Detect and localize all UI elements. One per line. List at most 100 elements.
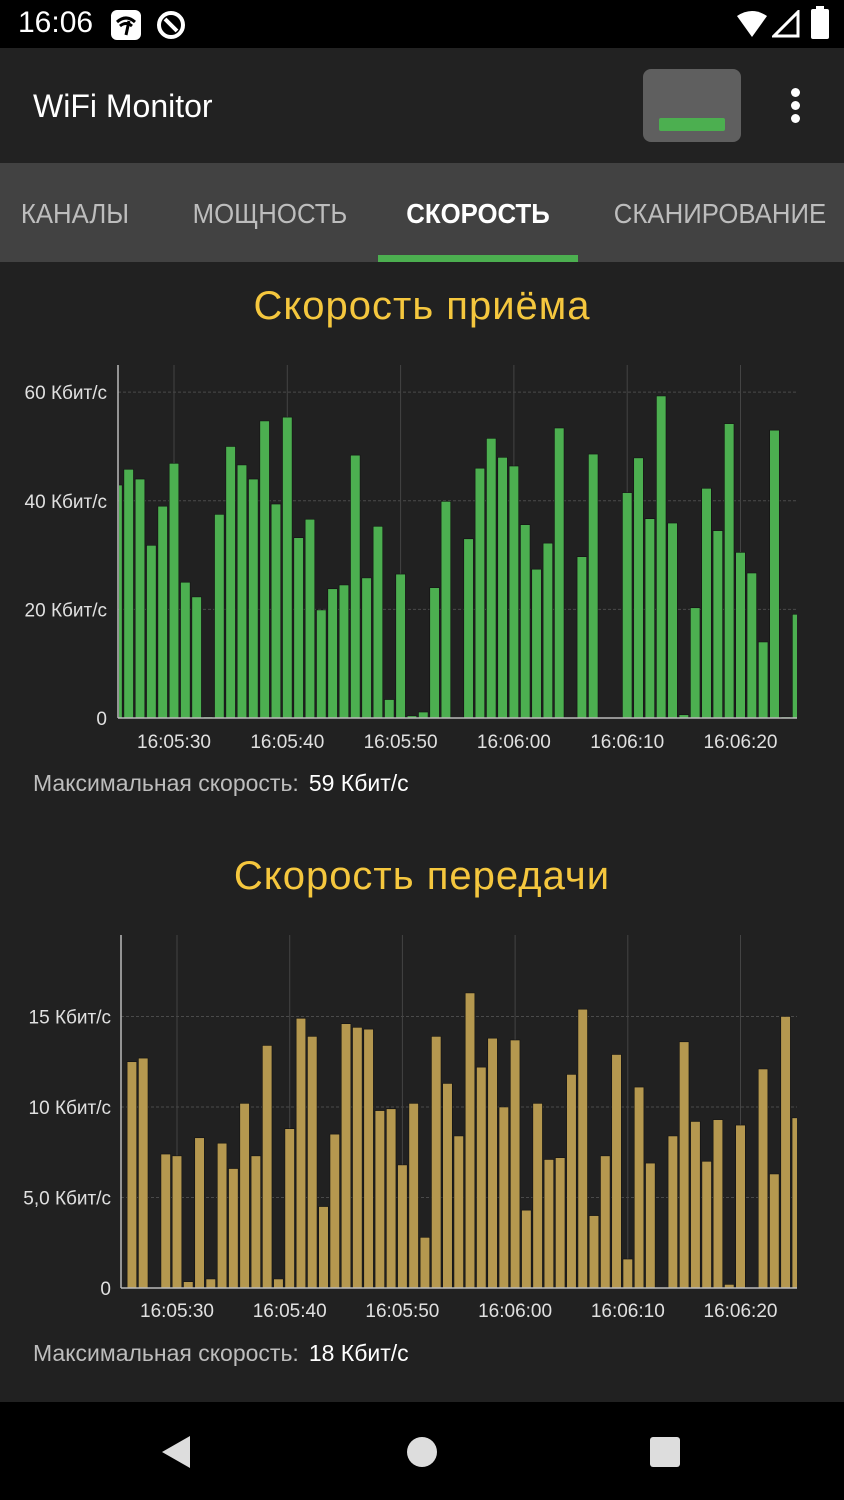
receive-bar: [576, 556, 587, 718]
active-tab-indicator: [378, 255, 578, 262]
receive-bar: [191, 596, 202, 718]
receive-bar: [350, 454, 361, 718]
monitor-toggle-button[interactable]: [643, 69, 741, 142]
transmit-bar: [724, 1284, 735, 1288]
transmit-bar: [431, 1036, 442, 1288]
back-icon[interactable]: [160, 1434, 192, 1470]
x-tick-label: 16:06:10: [591, 1301, 665, 1322]
transmit-bar: [183, 1281, 194, 1288]
receive-bar: [180, 581, 191, 718]
x-tick-label: 16:06:00: [478, 1301, 552, 1322]
transmit-chart-title: Скорость передачи: [233, 854, 611, 898]
transmit-bar: [363, 1028, 374, 1288]
transmit-bar: [408, 1103, 419, 1288]
transmit-bar: [352, 1027, 363, 1288]
wifi-signal-icon: [737, 11, 767, 37]
transmit-bar: [419, 1237, 431, 1288]
transmit-bar: [126, 1061, 138, 1288]
transmit-bar: [622, 1258, 633, 1288]
wifi-monitor-app-icon: [111, 10, 141, 40]
receive-bar: [282, 416, 293, 718]
transmit-max-speed: Максимальная скорость: 18 Кбит/с: [33, 1340, 409, 1367]
receive-bar: [520, 524, 531, 718]
receive-bar: [712, 530, 723, 718]
receive-bar: [622, 492, 633, 718]
transmit-bar: [667, 1135, 678, 1288]
home-icon[interactable]: [405, 1435, 439, 1469]
receive-bar: [123, 468, 134, 718]
transmit-bar: [262, 1045, 273, 1288]
transmit-bar: [397, 1164, 408, 1288]
receive-bar: [361, 577, 372, 718]
receive-bar: [758, 641, 769, 718]
receive-bar: [554, 427, 565, 718]
receive-bars: [119, 395, 797, 718]
receive-bar: [746, 572, 757, 718]
transmit-bar: [532, 1103, 543, 1288]
receive-bar: [588, 453, 599, 718]
battery-icon: [811, 6, 829, 39]
tab-bar: КАНАЛЫ МОЩНОСТЬ СКОРОСТЬ СКАНИРОВАНИЕ: [0, 163, 844, 262]
transmit-bar: [566, 1074, 577, 1288]
receive-bar: [338, 584, 350, 718]
receive-bar: [384, 699, 395, 718]
transmit-bar: [701, 1160, 712, 1288]
receive-bar: [656, 395, 667, 718]
transmit-bar: [757, 1068, 769, 1288]
recents-icon[interactable]: [649, 1436, 681, 1468]
transmit-bar: [307, 1036, 318, 1288]
transmit-bar: [194, 1137, 205, 1288]
x-tick-label: 16:06:00: [477, 732, 551, 753]
tab-scanning[interactable]: СКАНИРОВАНИЕ: [613, 198, 827, 229]
transmit-max-value: 18 Кбит/с: [308, 1340, 409, 1366]
y-tick-label: 10 Кбит/с: [29, 1098, 111, 1119]
receive-bar: [157, 505, 168, 718]
tab-power[interactable]: МОЩНОСТЬ: [192, 198, 348, 229]
overflow-menu-icon[interactable]: [780, 88, 810, 128]
transmit-bar: [216, 1142, 228, 1288]
transmit-bar: [250, 1155, 261, 1288]
y-tick-label: 0: [100, 1279, 111, 1300]
x-tick-label: 16:06:10: [590, 732, 664, 753]
transmit-bar: [780, 1016, 791, 1288]
x-tick-label: 16:05:30: [137, 732, 211, 753]
transmit-bar: [205, 1278, 216, 1288]
receive-max-speed: Максимальная скорость: 59 Кбит/с: [33, 770, 409, 797]
status-time: 16:06: [18, 6, 94, 39]
transmit-bar: [374, 1110, 385, 1288]
y-tick-label: 0: [96, 709, 107, 730]
transmit-bar: [318, 1206, 329, 1288]
receive-bar: [667, 522, 678, 718]
transmit-bars: [126, 992, 797, 1288]
transmit-bar: [329, 1133, 340, 1288]
x-tick-label: 16:05:50: [364, 732, 438, 753]
transmit-bar: [555, 1157, 566, 1288]
transmit-bar: [633, 1086, 645, 1288]
transmit-bar: [273, 1278, 284, 1288]
transmit-bar: [295, 1017, 307, 1288]
y-tick-label: 15 Кбит/с: [29, 1007, 111, 1028]
transmit-bar: [690, 1121, 701, 1288]
monitor-toggle-icon: [659, 118, 725, 131]
y-tick-label: 60 Кбит/с: [25, 383, 107, 404]
transmit-bar: [645, 1162, 656, 1288]
transmit-bar: [171, 1155, 183, 1288]
transmit-bar: [464, 992, 476, 1288]
transmit-bar: [588, 1215, 600, 1288]
receive-chart-title: Скорость приёма: [253, 284, 591, 328]
tab-speed[interactable]: СКОРОСТЬ: [406, 198, 550, 229]
y-tick-label: 5,0 Кбит/с: [23, 1188, 111, 1209]
tab-channels[interactable]: КАНАЛЫ: [20, 198, 130, 229]
navigation-bar: [0, 1402, 844, 1500]
transmit-bar: [735, 1124, 746, 1288]
receive-max-value: 59 Кбит/с: [308, 770, 409, 796]
transmit-bar: [577, 1008, 588, 1288]
receive-bar: [259, 420, 270, 718]
receive-bar: [418, 711, 429, 718]
app-bar: WiFi Monitor: [0, 48, 844, 163]
receive-bar: [769, 429, 780, 718]
receive-bar: [792, 613, 797, 718]
data-saver-icon: [157, 11, 185, 39]
transmit-bar: [160, 1153, 171, 1288]
